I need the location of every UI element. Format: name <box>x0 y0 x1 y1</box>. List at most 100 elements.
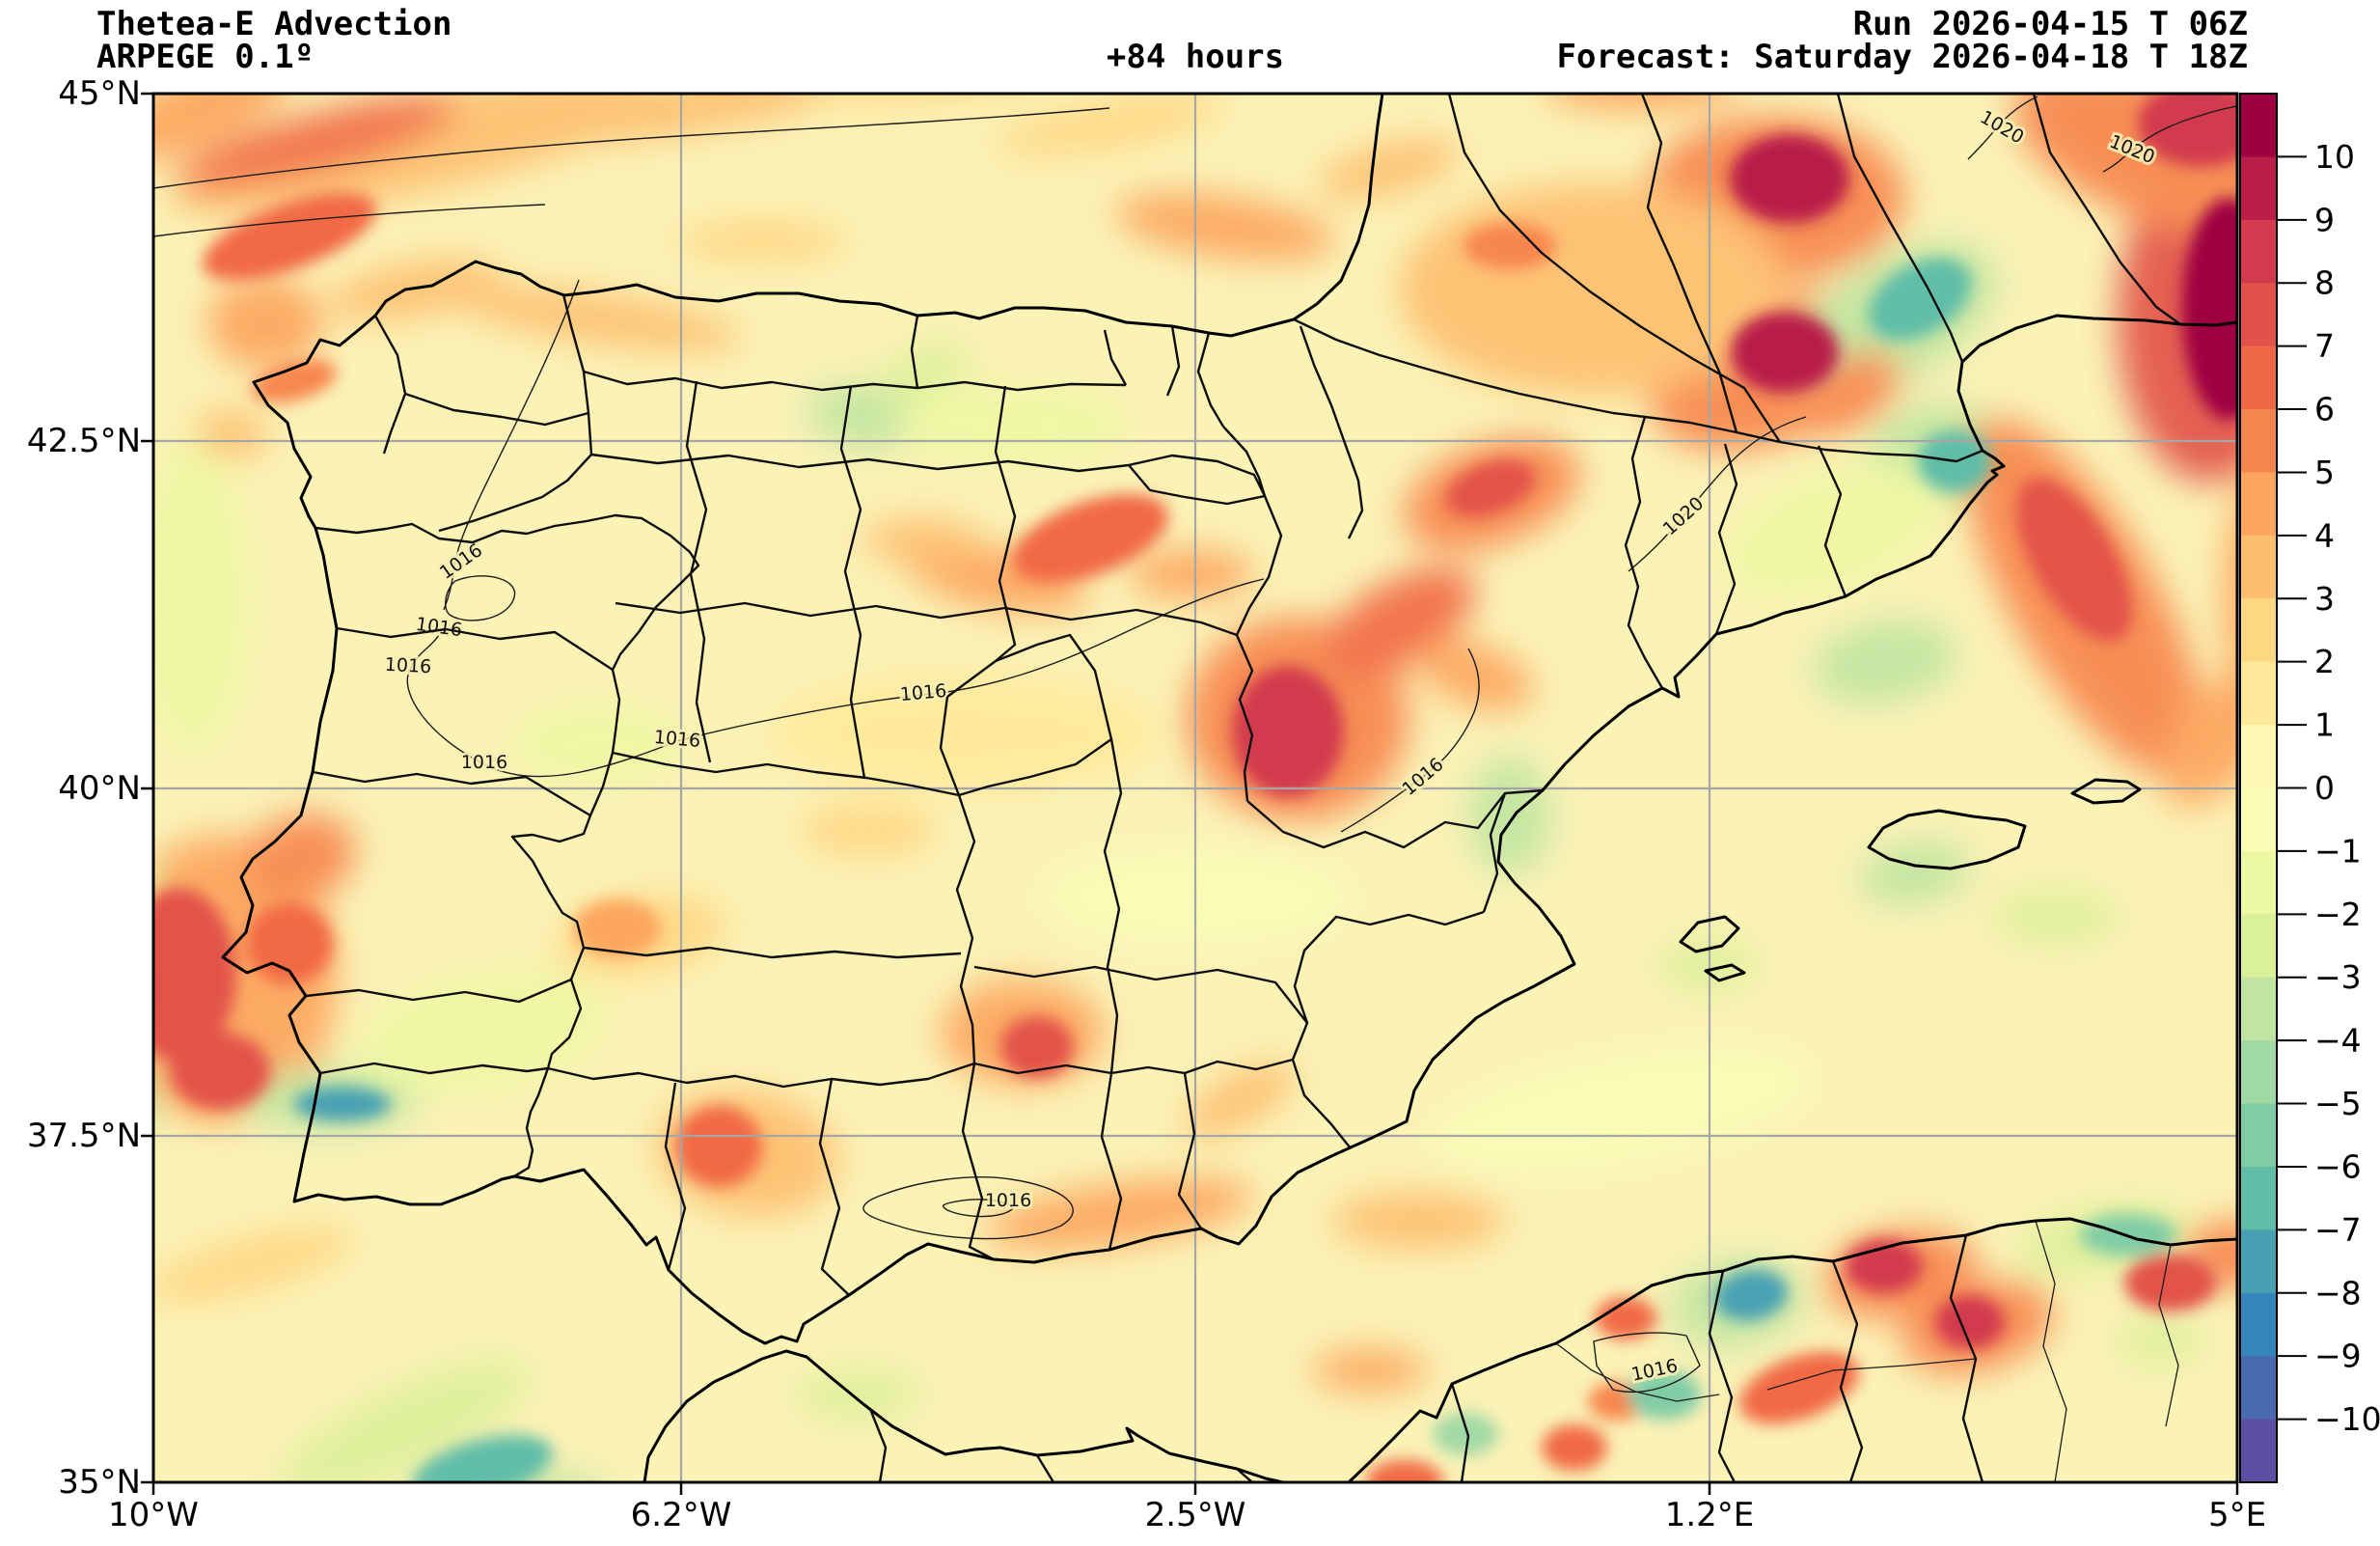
border-region <box>1447 94 1782 443</box>
border-region <box>955 794 976 1064</box>
advection-blob <box>1319 138 1460 200</box>
border-region <box>547 1062 1186 1089</box>
border-region <box>1624 416 1664 689</box>
border-region <box>312 770 591 817</box>
colorbar-segment <box>2240 977 2277 1041</box>
advection-blob <box>1659 938 1756 992</box>
advection-blob <box>242 813 356 905</box>
advection-blob <box>1595 1297 1656 1339</box>
colorbar-tick-label: 3 <box>2314 580 2335 618</box>
border-region <box>939 633 1113 797</box>
advection-blob <box>511 704 685 782</box>
colorbar-segment <box>2240 787 2277 852</box>
isobar-label: 1016 <box>384 654 431 678</box>
advection-blob <box>995 94 1224 157</box>
advection-blob <box>1628 1369 1701 1420</box>
advection-blob <box>801 803 936 857</box>
advection-blob <box>1992 890 2118 944</box>
title-line2: ARPEGE 0.1º <box>96 38 314 76</box>
border-region <box>1222 325 1364 539</box>
colorbar-tick-label: −5 <box>2314 1085 2362 1122</box>
colorbar-tick-label: 7 <box>2314 327 2335 365</box>
advection-blob <box>2124 1254 2217 1311</box>
advection-blob <box>252 359 337 403</box>
advection-blob <box>169 94 661 215</box>
border-region <box>1235 495 1283 802</box>
border-region <box>1103 738 1123 1074</box>
coast-africa-east <box>1347 1217 2237 1482</box>
coast-iberia <box>221 260 2006 1345</box>
colorbar-tick-label: 10 <box>2314 138 2355 176</box>
axis-ticks <box>141 92 2239 1495</box>
advection-blob <box>806 384 921 450</box>
advection-blob <box>170 1033 270 1110</box>
advection-blob <box>202 192 377 281</box>
isobar-line <box>862 1176 1074 1240</box>
coast-france-med <box>1956 314 2237 452</box>
coastlines <box>221 94 2237 1482</box>
colorbar-segment <box>2240 1419 2277 1483</box>
island-menorca <box>2070 778 2142 805</box>
advection-blob <box>2182 198 2237 420</box>
advection-blob <box>281 1360 530 1482</box>
border-region <box>305 978 572 1004</box>
advection-blob <box>2117 1317 2203 1366</box>
lead-time-label: +84 hours <box>1107 38 1284 76</box>
border-region <box>1714 443 1847 635</box>
advection-blob <box>153 1226 354 1303</box>
y-tick-label: 35°N <box>58 1463 141 1502</box>
advection-blob <box>1129 549 1254 599</box>
border-thin <box>1555 1220 2179 1482</box>
admin-borders-thin <box>1555 1220 2179 1482</box>
colorbar-segment <box>2240 1356 2277 1421</box>
advection-blob <box>1464 223 1556 269</box>
border-region <box>973 965 1308 1024</box>
colorbar-tick-label: −4 <box>2314 1022 2362 1060</box>
advection-blob <box>675 220 849 262</box>
advection-blob <box>195 409 268 459</box>
colorbar-segment <box>2240 535 2277 599</box>
colorbar-segment <box>2240 850 2277 915</box>
advection-blob <box>1446 459 1535 517</box>
colorbar-tick-label: −1 <box>2314 832 2362 870</box>
colorbar-segment <box>2240 661 2277 726</box>
colorbar-segment <box>2240 725 2277 789</box>
y-tick-label: 45°N <box>58 74 141 113</box>
title-line1: Thetea-E Advection <box>96 5 451 43</box>
border-region <box>1246 788 1544 849</box>
isobar-label: 1016 <box>985 1190 1031 1211</box>
advection-blob <box>1312 1349 1428 1392</box>
advection-blob <box>1813 620 1957 704</box>
colorbar-tick-label: −7 <box>2314 1211 2362 1249</box>
advection-blob <box>897 386 1129 463</box>
advection-blob <box>454 286 742 351</box>
x-tick-label: 10°W <box>108 1496 199 1534</box>
x-tick-label: 5°E <box>2208 1496 2266 1534</box>
colorbar-segment <box>2240 1040 2277 1105</box>
colorbar-tick-label: −8 <box>2314 1274 2362 1311</box>
border-region <box>336 626 614 672</box>
y-tick-label: 40°N <box>58 769 141 808</box>
advection-blob <box>1738 1351 1860 1424</box>
colorbar-segment <box>2240 598 2277 663</box>
isobar-line <box>443 279 580 611</box>
border-region <box>373 315 589 455</box>
border-region <box>818 1078 850 1296</box>
advection-blob <box>1868 258 1972 341</box>
colorbar-tick-label: 0 <box>2314 769 2335 807</box>
colorbar-tick-label: 6 <box>2314 391 2335 428</box>
advection-blob <box>1000 1016 1074 1078</box>
border-region <box>1836 94 1964 363</box>
advection-blob <box>1542 1424 1607 1471</box>
x-tick-label: 1.2°E <box>1665 1496 1755 1534</box>
colorbar-tick-label: −9 <box>2314 1338 2362 1375</box>
advection-blob <box>207 277 323 370</box>
advection-blob <box>1731 312 1839 393</box>
colorbar-segment <box>2240 914 2277 979</box>
advection-blob <box>1366 1460 1443 1482</box>
island-ibiza <box>1679 915 1740 953</box>
colorbar-segment <box>2240 219 2277 284</box>
advection-blob <box>153 94 292 160</box>
isobar-line <box>942 1199 1014 1218</box>
